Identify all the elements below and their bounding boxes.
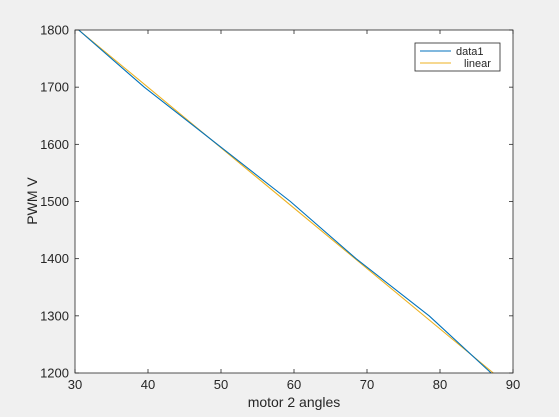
x-tick-label: 80	[433, 377, 447, 392]
x-tick-label: 90	[506, 377, 520, 392]
y-tick-label: 1700	[40, 80, 69, 95]
x-tick-label: 60	[287, 377, 301, 392]
x-tick-label: 70	[360, 377, 374, 392]
y-tick-label: 1500	[40, 194, 69, 209]
y-tick-label: 1200	[40, 366, 69, 381]
y-tick-label: 1300	[40, 308, 69, 323]
x-tick-label: 40	[141, 377, 155, 392]
y-tick-label: 1600	[40, 137, 69, 152]
y-axis-label: PWM V	[24, 177, 40, 225]
x-axis-label: motor 2 angles	[248, 394, 341, 410]
y-tick-label: 1400	[40, 251, 69, 266]
legend-label-data1: data1	[456, 46, 484, 58]
x-tick-label: 30	[68, 377, 82, 392]
x-tick-label: 50	[214, 377, 228, 392]
legend-label-linear: linear	[464, 58, 491, 70]
y-tick-label: 1800	[40, 23, 69, 38]
